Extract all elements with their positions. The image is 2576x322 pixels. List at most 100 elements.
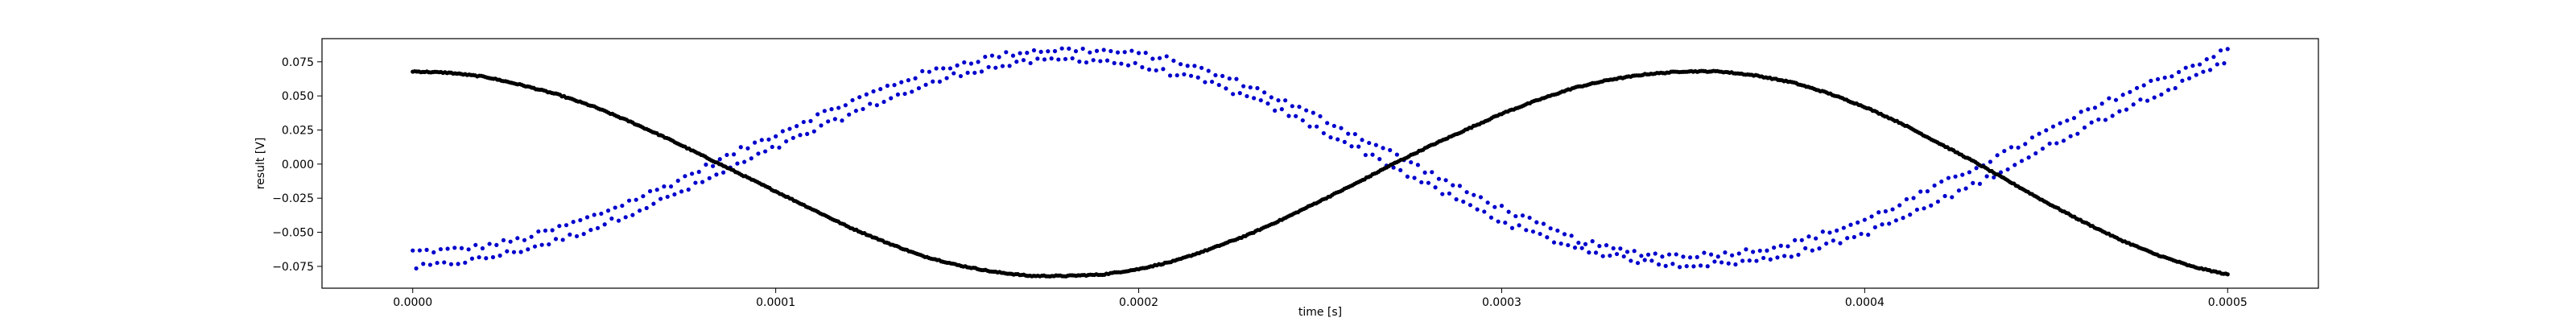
data-point-blue bbox=[2183, 65, 2188, 70]
data-point-blue bbox=[993, 65, 998, 70]
x-tick-label: 0.0004 bbox=[1845, 296, 1885, 309]
data-point-blue bbox=[819, 123, 824, 128]
data-point-blue bbox=[759, 138, 764, 142]
data-point-blue bbox=[536, 229, 541, 234]
data-point-blue bbox=[2026, 155, 2031, 160]
x-tick-label: 0.0002 bbox=[1119, 296, 1158, 309]
data-point-blue bbox=[1796, 252, 1801, 258]
data-point-blue bbox=[1056, 57, 1061, 62]
data-point-blue bbox=[829, 107, 834, 112]
data-point-blue bbox=[630, 213, 635, 217]
data-point-blue bbox=[899, 80, 904, 85]
y-tick-label: −0.050 bbox=[272, 227, 314, 240]
data-point-blue bbox=[2110, 114, 2115, 118]
data-point-blue bbox=[795, 124, 799, 129]
data-point-blue bbox=[1831, 238, 1835, 243]
data-point-blue bbox=[1077, 59, 1082, 64]
data-point-blue bbox=[568, 232, 572, 237]
data-point-blue bbox=[1747, 258, 1752, 263]
data-point-blue bbox=[599, 211, 604, 217]
data-point-blue bbox=[1681, 254, 1686, 259]
data-point-blue bbox=[1415, 163, 1420, 167]
data-point-blue bbox=[1042, 57, 1047, 62]
data-point-blue bbox=[2138, 97, 2143, 102]
data-point-blue bbox=[1335, 137, 1340, 142]
data-point-blue bbox=[526, 247, 530, 252]
data-point-blue bbox=[1793, 237, 1798, 242]
data-point-blue bbox=[2180, 78, 2185, 83]
data-point-blue bbox=[581, 232, 586, 237]
data-point-blue bbox=[1331, 123, 1336, 129]
data-point-blue bbox=[1761, 255, 1766, 261]
data-point-blue bbox=[1381, 146, 1385, 151]
data-point-blue bbox=[1984, 174, 1989, 179]
data-point-blue bbox=[1897, 203, 1902, 208]
data-point-blue bbox=[2061, 138, 2066, 143]
data-point-blue bbox=[2225, 47, 2230, 52]
data-point-blue bbox=[2013, 163, 2017, 167]
data-point-blue bbox=[1614, 251, 1620, 257]
data-point-blue bbox=[1939, 179, 1944, 184]
data-point-blue bbox=[1119, 61, 1124, 66]
data-point-blue bbox=[753, 140, 758, 145]
data-point-blue bbox=[1579, 246, 1584, 250]
data-point-blue bbox=[1566, 242, 1571, 248]
data-point-blue bbox=[1046, 49, 1051, 54]
data-point-blue bbox=[1639, 254, 1644, 258]
data-point-blue bbox=[1799, 237, 1804, 242]
data-point-blue bbox=[1018, 51, 1022, 56]
data-point-blue bbox=[1412, 175, 1417, 180]
data-point-blue bbox=[1901, 216, 1905, 221]
data-point-blue bbox=[923, 82, 928, 87]
data-point-blue bbox=[1443, 178, 1448, 183]
data-point-blue bbox=[1649, 258, 1654, 263]
data-point-blue bbox=[1237, 91, 1242, 96]
data-point-blue bbox=[679, 189, 684, 194]
data-point-blue bbox=[1593, 250, 1599, 255]
data-point-blue bbox=[1342, 139, 1347, 144]
data-point-blue bbox=[2068, 134, 2073, 138]
data-point-blue bbox=[2079, 109, 2083, 114]
data-point-blue bbox=[707, 175, 712, 180]
data-point-blue bbox=[1038, 49, 1043, 54]
x-axis-label: time [s] bbox=[1298, 306, 1342, 319]
data-point-blue bbox=[1950, 195, 1955, 200]
data-point-blue bbox=[1185, 64, 1190, 68]
data-point-blue bbox=[1517, 223, 1521, 228]
data-point-blue bbox=[1129, 48, 1134, 53]
data-point-blue bbox=[1785, 244, 1790, 249]
data-point-blue bbox=[463, 260, 468, 265]
data-point-blue bbox=[745, 146, 750, 151]
data-point-blue bbox=[913, 76, 918, 80]
data-point-blue bbox=[477, 254, 481, 260]
data-point-blue bbox=[442, 260, 447, 265]
data-point-blue bbox=[840, 118, 844, 123]
data-point-blue bbox=[411, 248, 415, 253]
data-point-blue bbox=[497, 253, 502, 258]
data-point-blue bbox=[1719, 260, 1724, 265]
data-point-blue bbox=[1872, 225, 1877, 229]
data-point-blue bbox=[1070, 56, 1075, 61]
data-point-blue bbox=[850, 97, 855, 103]
data-point-blue bbox=[1645, 252, 1651, 257]
data-point-blue bbox=[976, 60, 980, 64]
data-point-blue bbox=[1629, 258, 1633, 263]
data-point-blue bbox=[2029, 135, 2035, 140]
data-point-blue bbox=[1856, 220, 1860, 225]
data-point-blue bbox=[931, 79, 935, 84]
data-point-blue bbox=[766, 137, 771, 142]
data-point-blue bbox=[955, 63, 960, 68]
data-point-blue bbox=[1520, 213, 1525, 218]
data-point-blue bbox=[2190, 64, 2195, 68]
data-point-blue bbox=[2092, 105, 2098, 110]
data-point-blue bbox=[2054, 141, 2059, 146]
data-point-blue bbox=[522, 237, 527, 242]
data-point-blue bbox=[1530, 229, 1536, 234]
data-point-blue bbox=[1482, 209, 1487, 214]
data-point-blue bbox=[490, 254, 496, 260]
data-point-blue bbox=[1454, 197, 1459, 202]
data-point-blue bbox=[1035, 56, 1040, 61]
data-point-blue bbox=[1555, 228, 1560, 233]
data-point-blue bbox=[1932, 183, 1937, 188]
data-point-blue bbox=[1548, 226, 1553, 231]
